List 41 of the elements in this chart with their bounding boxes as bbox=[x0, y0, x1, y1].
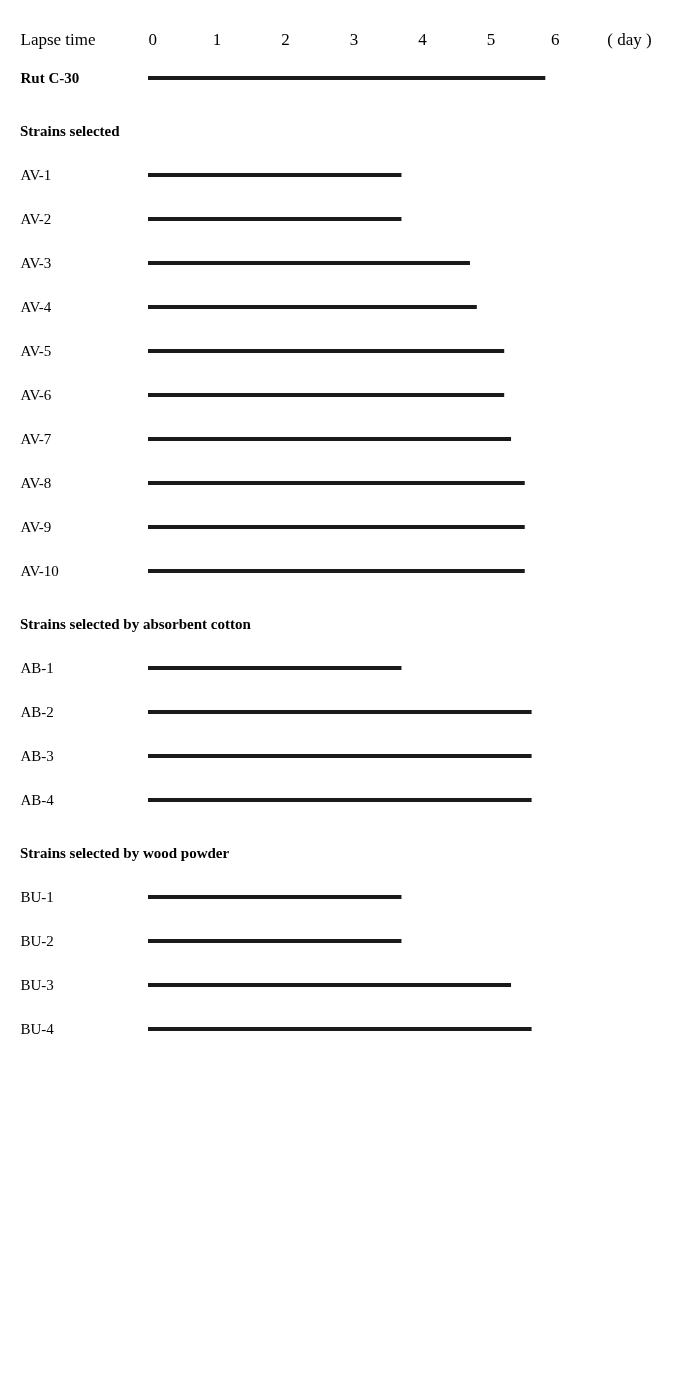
y-tick-label: AB-4 bbox=[20, 792, 55, 808]
y-tick-label: BU-1 bbox=[20, 889, 54, 905]
y-tick-label: BU-4 bbox=[20, 1021, 55, 1037]
chart-title: Strains selected by absorbent cotton bbox=[20, 616, 252, 632]
y-tick-label: BU-2 bbox=[20, 933, 54, 949]
y-tick-label: AV-4 bbox=[20, 299, 52, 315]
x-tick-label: 0 bbox=[148, 29, 157, 49]
y-tick-label: BU-3 bbox=[20, 977, 54, 993]
bar bbox=[148, 261, 470, 265]
x-axis-title: ( day ) bbox=[607, 29, 652, 49]
y-tick-label: AB-3 bbox=[20, 748, 54, 764]
y-tick-label: AV-3 bbox=[20, 255, 52, 271]
y-tick-label: AV-9 bbox=[20, 519, 52, 535]
x-tick-label: 3 bbox=[349, 29, 359, 49]
y-tick-label: AV-5 bbox=[20, 343, 52, 359]
y-tick-label: AB-1 bbox=[20, 660, 54, 676]
y-tick-label: Rut C-30 bbox=[20, 70, 80, 86]
y-tick-label: AV-10 bbox=[20, 563, 59, 579]
x-tick-label: 5 bbox=[486, 29, 496, 49]
bar bbox=[148, 305, 477, 309]
x-tick-label: 6 bbox=[551, 29, 560, 49]
y-tick-label: AV-2 bbox=[20, 211, 52, 227]
x-tick-label: 2 bbox=[281, 29, 290, 49]
bar bbox=[148, 393, 505, 397]
y-tick-label: AV-6 bbox=[20, 387, 52, 403]
y-tick-label: AB-2 bbox=[20, 704, 54, 720]
x-tick-label: 1 bbox=[212, 29, 222, 49]
bar bbox=[148, 349, 505, 353]
bar bbox=[148, 481, 525, 485]
bar bbox=[148, 217, 402, 221]
chart-title: Strains selected by wood powder bbox=[20, 845, 230, 861]
bar bbox=[148, 437, 512, 441]
bar bbox=[148, 525, 525, 529]
chart-title: Strains selected bbox=[20, 123, 121, 139]
bar bbox=[148, 569, 525, 573]
y-tick-label: AV-7 bbox=[20, 431, 52, 447]
bar bbox=[148, 173, 402, 177]
y-tick-label: AV-1 bbox=[20, 167, 52, 183]
x-tick-label: 4 bbox=[418, 29, 428, 49]
y-tick-label: AV-8 bbox=[20, 475, 52, 491]
y-axis-title: Lapse time bbox=[20, 29, 96, 49]
